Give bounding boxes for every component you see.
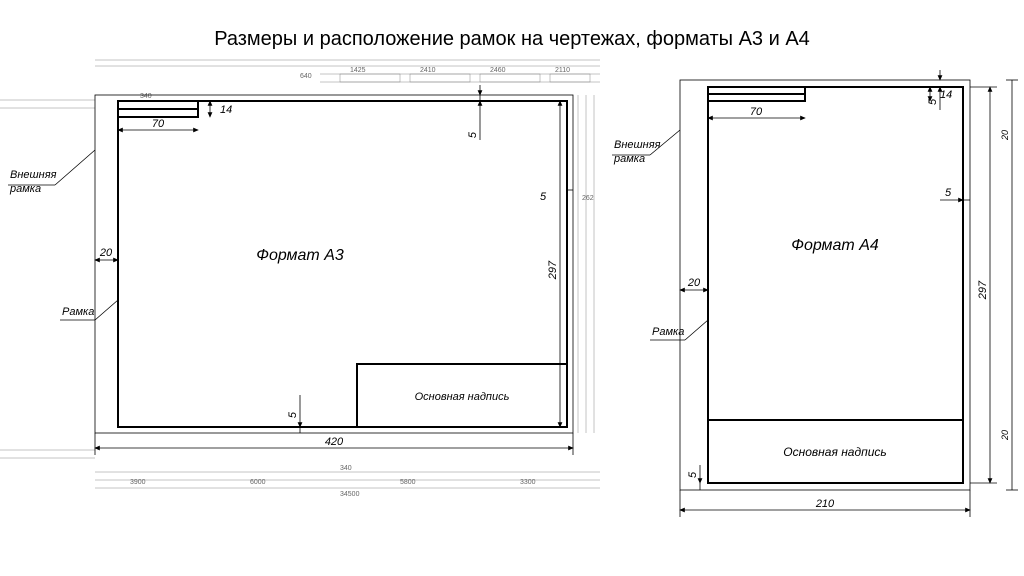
svg-text:5: 5 <box>687 471 699 478</box>
a4-outer-frame-label: Внешняя <box>614 139 661 151</box>
a3-drawing: Формат А3 Основная надпись 420 297 20 5 … <box>8 85 573 455</box>
svg-text:34500: 34500 <box>340 491 360 498</box>
svg-text:640: 640 <box>300 73 312 80</box>
svg-text:1425: 1425 <box>350 67 366 74</box>
svg-text:3300: 3300 <box>520 479 536 486</box>
svg-text:2110: 2110 <box>555 67 570 74</box>
svg-text:340: 340 <box>340 465 352 472</box>
a4-titleblock-label: Основная надпись <box>783 445 886 459</box>
a3-frame-label: Рамка <box>62 306 94 318</box>
svg-text:5: 5 <box>467 131 479 138</box>
a4-drawing: Формат А4 Основная надпись 210 297 20 20… <box>612 70 1018 517</box>
a3-titleblock-label: Основная надпись <box>415 391 510 403</box>
a3-outer-frame-label: Внешняя <box>10 169 57 181</box>
diagram-canvas: 1425 2410 2460 2110 340 640 262 3900 600… <box>0 0 1024 576</box>
svg-text:70: 70 <box>152 118 165 130</box>
svg-text:6000: 6000 <box>250 479 266 486</box>
svg-text:2460: 2460 <box>490 67 506 74</box>
svg-text:3900: 3900 <box>130 479 146 486</box>
svg-text:5800: 5800 <box>400 479 416 486</box>
svg-text:340: 340 <box>140 93 152 100</box>
svg-text:5: 5 <box>540 191 547 203</box>
svg-text:14: 14 <box>220 104 232 116</box>
svg-text:20: 20 <box>1000 130 1010 141</box>
svg-text:297: 297 <box>547 260 559 280</box>
svg-text:20: 20 <box>99 247 113 259</box>
svg-text:5: 5 <box>945 187 952 199</box>
a4-format-label: Формат А4 <box>791 237 879 254</box>
svg-text:20: 20 <box>1000 430 1010 441</box>
svg-text:5: 5 <box>927 98 939 105</box>
svg-text:5: 5 <box>287 411 299 418</box>
svg-text:420: 420 <box>325 436 344 448</box>
svg-text:262: 262 <box>582 195 594 202</box>
svg-text:2410: 2410 <box>420 67 436 74</box>
a3-format-label: Формат А3 <box>256 247 344 264</box>
a4-frame-label: Рамка <box>652 326 684 338</box>
svg-text:297: 297 <box>977 280 989 300</box>
svg-text:70: 70 <box>750 106 763 118</box>
svg-text:рамка: рамка <box>613 153 645 165</box>
svg-text:14: 14 <box>940 89 952 101</box>
svg-text:210: 210 <box>815 498 835 510</box>
svg-text:20: 20 <box>687 277 701 289</box>
svg-text:рамка: рамка <box>9 183 41 195</box>
